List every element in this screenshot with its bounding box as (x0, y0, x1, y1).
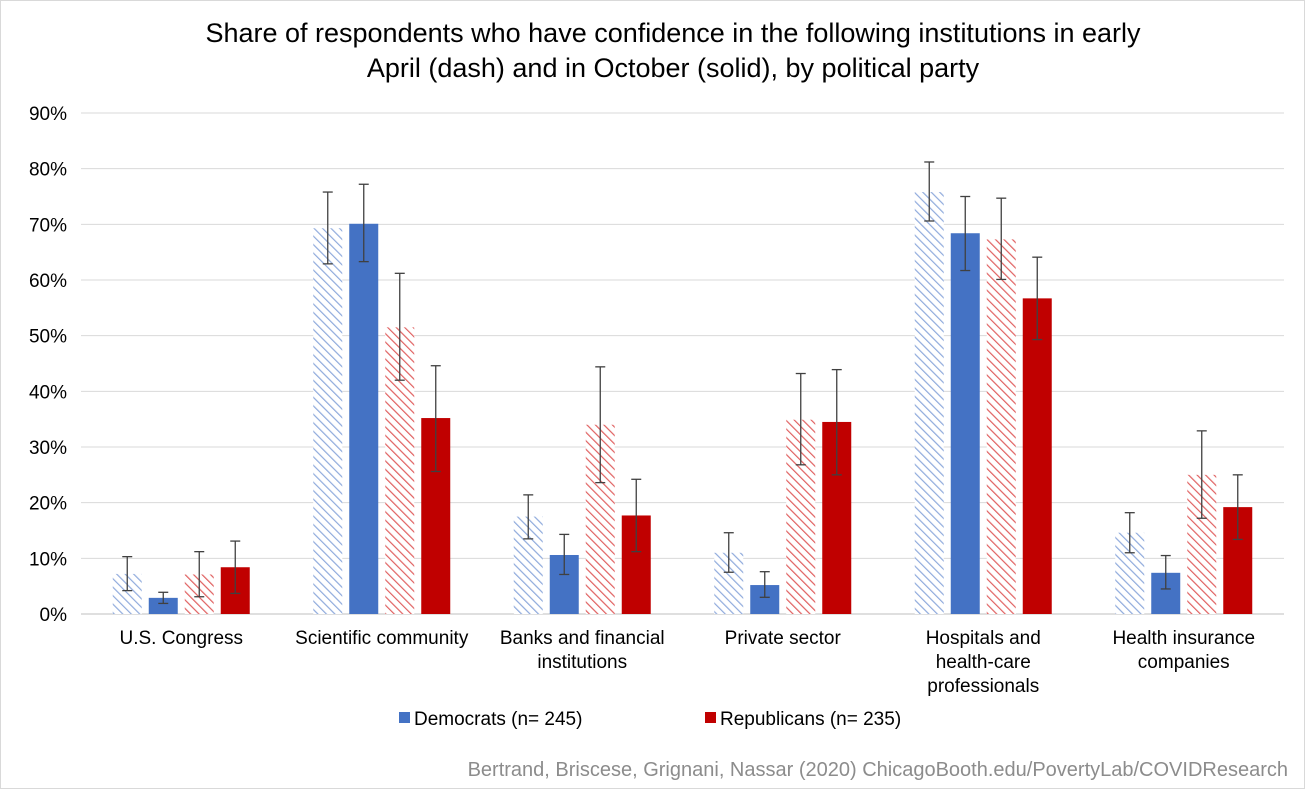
bar-rep-october (1022, 298, 1052, 614)
y-tick-label: 30% (29, 438, 67, 459)
y-tick-label: 60% (29, 271, 67, 292)
legend-label-republicans: Republicans (n= 235) (720, 709, 901, 730)
y-tick-label: 90% (29, 104, 67, 125)
x-category-label: Hospitals and (926, 628, 1041, 649)
x-category-label: Banks and financial (500, 628, 665, 649)
x-category-label: professionals (927, 676, 1039, 697)
bar-dem-april (914, 192, 944, 614)
y-tick-label: 10% (29, 549, 67, 570)
bar-dem-october (148, 597, 178, 614)
gridlines (81, 112, 1284, 615)
y-tick-label: 0% (40, 605, 68, 626)
x-axis-categories: U.S. Congress Scientific community Banks a… (119, 628, 1255, 697)
x-category-label: Scientific community (295, 628, 469, 649)
bar-rep-april (986, 239, 1016, 614)
y-tick-label: 40% (29, 382, 67, 403)
x-category-label: institutions (537, 652, 627, 673)
x-category-label: Private sector (725, 628, 842, 649)
chart-title-line-1: Share of respondents who have confidence… (205, 18, 1141, 48)
legend: Democrats (n= 245) Republicans (n= 235) (399, 709, 901, 730)
y-tick-label: 50% (29, 327, 67, 348)
bars (112, 192, 1253, 615)
legend-label-democrats: Democrats (n= 245) (414, 709, 582, 730)
y-tick-label: 80% (29, 160, 67, 181)
y-tick-label: 70% (29, 215, 67, 236)
legend-swatch-republicans (705, 712, 716, 723)
source-credit: Bertrand, Briscese, Grignani, Nassar (20… (468, 759, 1288, 781)
x-category-label: U.S. Congress (119, 628, 243, 649)
x-category-label: Health insurance (1112, 628, 1255, 649)
bar-dem-april (313, 228, 343, 615)
x-category-label: companies (1138, 652, 1230, 673)
bar-dem-october (950, 233, 980, 615)
y-axis-ticks: 0% 10% 20% 30% 40% 50% 60% 70% 80% 90% (29, 104, 67, 626)
chart-title-line-2: April (dash) and in October (solid), by … (367, 53, 980, 83)
bar-dem-october (349, 223, 379, 614)
legend-swatch-democrats (399, 712, 410, 723)
error-bars (122, 161, 1243, 605)
x-category-label: health-care (936, 652, 1031, 673)
y-tick-label: 20% (29, 494, 67, 515)
